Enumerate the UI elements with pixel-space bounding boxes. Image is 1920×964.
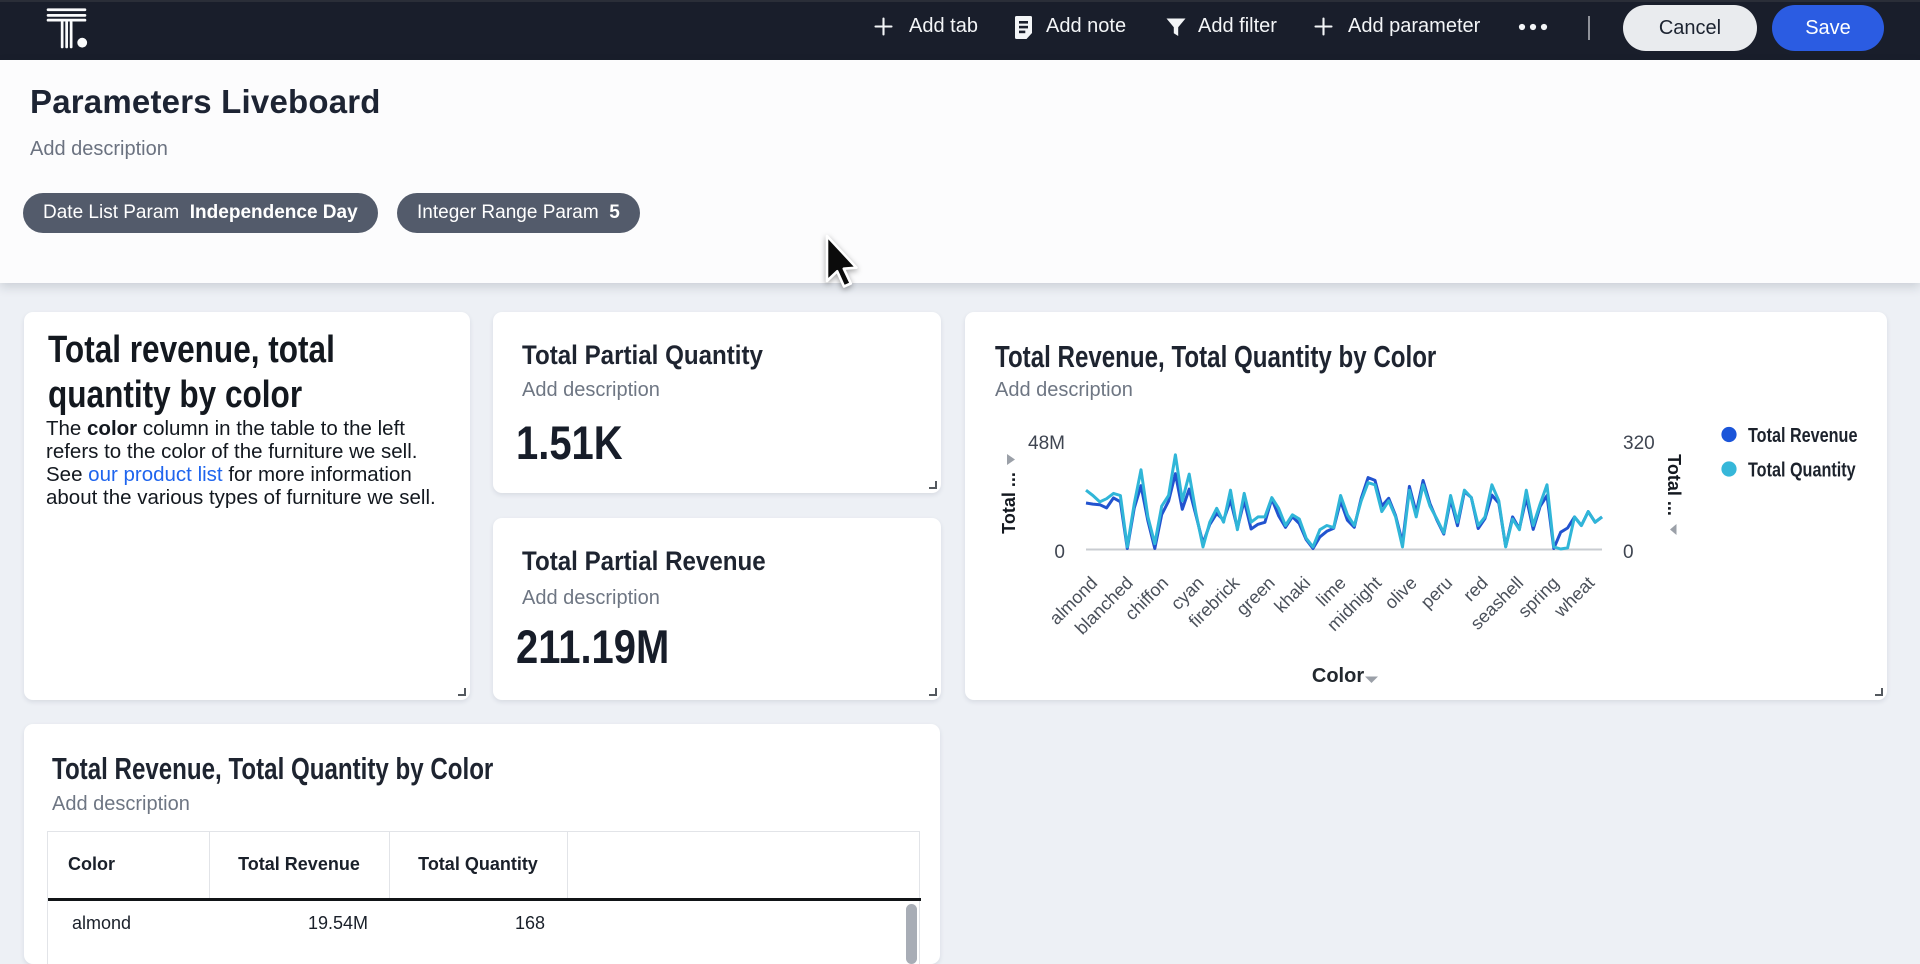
svg-text:Total ...: Total ...	[1664, 454, 1684, 516]
svg-text:spring: spring	[1514, 573, 1563, 622]
svg-text:Total Revenue: Total Revenue	[1748, 424, 1857, 446]
svg-text:320: 320	[1623, 433, 1655, 454]
svg-text:green: green	[1232, 573, 1279, 620]
svg-text:wheat: wheat	[1550, 573, 1599, 622]
svg-text:Total Quantity: Total Quantity	[1748, 459, 1856, 481]
svg-text:khaki: khaki	[1270, 573, 1314, 617]
svg-text:olive: olive	[1381, 573, 1421, 613]
svg-text:48M: 48M	[1028, 433, 1065, 454]
svg-text:0: 0	[1623, 542, 1634, 563]
svg-text:peru: peru	[1417, 573, 1457, 613]
svg-text:Color: Color	[1312, 665, 1364, 687]
svg-text:0: 0	[1054, 542, 1065, 563]
svg-text:Total ...: Total ...	[999, 472, 1019, 534]
